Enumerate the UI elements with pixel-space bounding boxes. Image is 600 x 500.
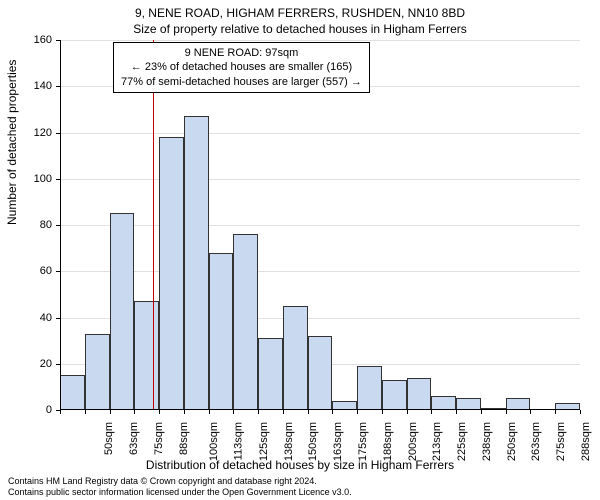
x-tick-mark: [332, 410, 333, 414]
x-tick-label: 113sqm: [233, 422, 245, 460]
plot-area: [60, 40, 580, 410]
grid-line: [60, 40, 580, 41]
annotation-box: 9 NENE ROAD: 97sqm ← 23% of detached hou…: [113, 42, 370, 93]
y-tick-label: 100: [0, 173, 52, 185]
grid-line: [60, 271, 580, 272]
histogram-bar: [258, 338, 283, 410]
footer-line-2: Contains public sector information licen…: [8, 487, 352, 497]
x-tick-mark: [233, 410, 234, 414]
y-tick-label: 40: [0, 312, 52, 324]
annotation-line-3: 77% of semi-detached houses are larger (…: [121, 75, 362, 89]
histogram-bar: [431, 396, 456, 410]
histogram-bar: [308, 336, 333, 410]
x-tick-label: 188sqm: [382, 422, 394, 461]
x-tick-mark: [506, 410, 507, 414]
histogram-bar: [110, 213, 135, 410]
x-tick-label: 213sqm: [431, 422, 443, 461]
y-tick-label: 160: [0, 34, 52, 46]
x-tick-label: 100sqm: [209, 422, 221, 461]
x-tick-mark: [555, 410, 556, 414]
x-tick-label: 263sqm: [530, 422, 542, 461]
chart-container: 9, NENE ROAD, HIGHAM FERRERS, RUSHDEN, N…: [0, 0, 600, 500]
x-tick-mark: [110, 410, 111, 414]
histogram-bar: [60, 375, 85, 410]
x-tick-label: 225sqm: [456, 422, 468, 461]
x-tick-mark: [407, 410, 408, 414]
grid-line: [60, 179, 580, 180]
y-tick-label: 120: [0, 127, 52, 139]
x-tick-mark: [159, 410, 160, 414]
histogram-bar: [283, 306, 308, 410]
histogram-bar: [134, 301, 159, 410]
y-tick-label: 0: [0, 404, 52, 416]
x-tick-label: 63sqm: [128, 422, 140, 455]
x-tick-mark: [184, 410, 185, 414]
x-tick-label: 75sqm: [153, 422, 165, 455]
x-tick-mark: [134, 410, 135, 414]
reference-line: [153, 40, 154, 410]
x-tick-label: 288sqm: [580, 422, 592, 461]
histogram-bar: [233, 234, 258, 410]
x-tick-mark: [580, 410, 581, 414]
chart-subtitle: Size of property relative to detached ho…: [0, 22, 600, 36]
x-tick-label: 125sqm: [258, 422, 270, 461]
x-axis-line: [60, 409, 580, 410]
x-tick-mark: [357, 410, 358, 414]
y-tick-label: 140: [0, 80, 52, 92]
footer: Contains HM Land Registry data © Crown c…: [8, 476, 352, 497]
x-tick-mark: [85, 410, 86, 414]
histogram-bar: [382, 380, 407, 410]
x-tick-label: 275sqm: [555, 422, 567, 461]
x-tick-label: 250sqm: [506, 422, 518, 461]
histogram-bar: [407, 378, 432, 410]
x-tick-label: 50sqm: [103, 422, 115, 455]
x-tick-label: 88sqm: [178, 422, 190, 455]
x-tick-label: 200sqm: [407, 422, 419, 461]
grid-line: [60, 133, 580, 134]
y-tick-label: 80: [0, 219, 52, 231]
histogram-bar: [184, 116, 209, 410]
y-axis-line: [60, 40, 61, 410]
y-tick-label: 60: [0, 265, 52, 277]
x-tick-mark: [431, 410, 432, 414]
annotation-line-2: ← 23% of detached houses are smaller (16…: [121, 60, 362, 74]
y-tick-label: 20: [0, 358, 52, 370]
histogram-bar: [85, 334, 110, 410]
x-tick-mark: [308, 410, 309, 414]
x-tick-mark: [60, 410, 61, 414]
x-tick-label: 238sqm: [481, 422, 493, 461]
histogram-bar: [209, 253, 234, 410]
x-tick-mark: [258, 410, 259, 414]
x-tick-label: 138sqm: [283, 422, 295, 461]
grid-line: [60, 225, 580, 226]
x-tick-mark: [283, 410, 284, 414]
histogram-bar: [159, 137, 184, 410]
x-tick-label: 175sqm: [357, 422, 369, 461]
x-tick-label: 150sqm: [308, 422, 320, 461]
x-tick-mark: [530, 410, 531, 414]
chart-title: 9, NENE ROAD, HIGHAM FERRERS, RUSHDEN, N…: [0, 6, 600, 20]
footer-line-1: Contains HM Land Registry data © Crown c…: [8, 476, 352, 486]
x-tick-label: 163sqm: [332, 422, 344, 461]
histogram-bar: [357, 366, 382, 410]
x-tick-mark: [209, 410, 210, 414]
annotation-line-1: 9 NENE ROAD: 97sqm: [121, 46, 362, 60]
x-tick-mark: [481, 410, 482, 414]
x-tick-mark: [382, 410, 383, 414]
x-tick-mark: [456, 410, 457, 414]
